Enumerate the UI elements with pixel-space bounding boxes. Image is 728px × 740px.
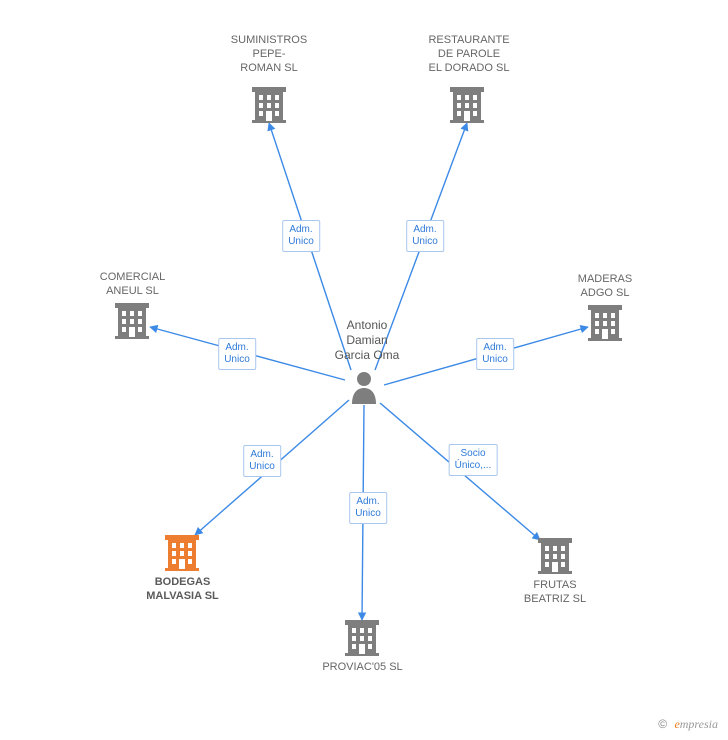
brand-rest: mpresia	[680, 717, 718, 731]
node-label-comercial: COMERCIAL ANEUL SL	[85, 271, 180, 299]
edge-label-frutas: Socio Único,...	[449, 444, 498, 476]
copyright-symbol: ©	[658, 717, 667, 731]
center-label: Antonio Damian Garcia Oma	[322, 318, 412, 363]
node-label-restaurante: RESTAURANTE DE PAROLE EL DORADO SL	[410, 34, 528, 75]
building-icon	[345, 620, 379, 656]
node-label-bodegas: BODEGAS MALVASIA SL	[130, 576, 235, 604]
footer-attribution: © empresia	[658, 717, 718, 732]
building-icon	[165, 535, 199, 571]
building-icon	[115, 303, 149, 339]
edge-label-proviac: Adm. Unico	[349, 492, 387, 524]
person-icon	[349, 370, 379, 404]
node-label-maderas: MADERAS ADGO SL	[560, 273, 650, 301]
node-label-suministros: SUMINISTROS PEPE- ROMAN SL	[214, 34, 324, 75]
edge-label-restaurante: Adm. Unico	[406, 220, 444, 252]
building-icon	[588, 305, 622, 341]
building-icon	[252, 87, 286, 123]
building-icon	[450, 87, 484, 123]
edge-label-bodegas: Adm. Unico	[243, 445, 281, 477]
building-icon	[538, 538, 572, 574]
edge-label-maderas: Adm. Unico	[476, 338, 514, 370]
diagram-canvas: Antonio Damian Garcia Oma SUMINISTROS PE…	[0, 0, 728, 740]
node-label-frutas: FRUTAS BEATRIZ SL	[510, 579, 600, 607]
edge-label-comercial: Adm. Unico	[218, 338, 256, 370]
node-label-proviac: PROVIAC'05 SL	[305, 661, 420, 675]
edge-label-suministros: Adm. Unico	[282, 220, 320, 252]
